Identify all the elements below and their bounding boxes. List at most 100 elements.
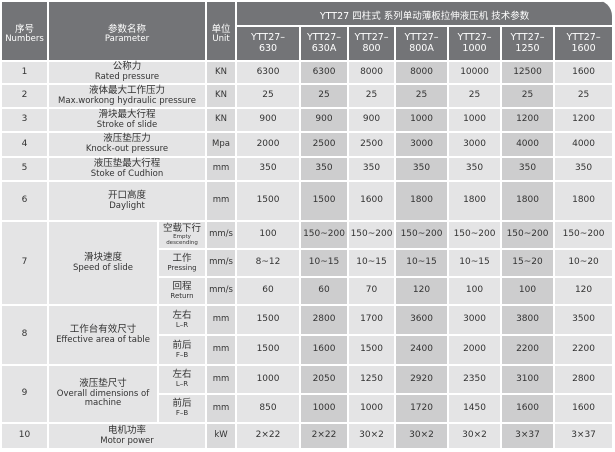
unit: KN: [205, 83, 238, 109]
table-row: 8 工作台有效尺寸 Effective area of table 左右 L–R mm 15…: [0, 304, 612, 366]
row-number: 5: [0, 156, 49, 182]
value-cell: 25: [394, 83, 450, 109]
value-cell: 100: [235, 220, 302, 250]
value-cell: 3×37: [500, 422, 556, 449]
value-cell: 350: [235, 156, 302, 182]
sub-parameter: 回程 Return: [156, 276, 208, 306]
value-cell: 1600: [299, 334, 350, 366]
value-cell: 1800: [500, 180, 556, 222]
sub-parameter: 空载下行 Empty descending: [156, 220, 208, 250]
unit: mm: [205, 304, 238, 336]
model-header: YTT27– 1250: [500, 25, 556, 62]
parameter-name: 滑块速度 Speed of slide: [47, 220, 159, 306]
table-row: 10 电机功率 Motor power kW 2×22 2×22 30×2 30×2 30×2 3…: [0, 422, 612, 449]
model-header: YTT27– 630: [235, 25, 302, 62]
value-cell: 4000: [553, 131, 612, 158]
value-cell: 3500: [553, 304, 612, 336]
header-unit: 单位 Unit: [205, 0, 238, 62]
parameter-name: 工作台有效尺寸 Effective area of table: [47, 304, 159, 366]
value-cell: 350: [347, 156, 397, 182]
model-header: YTT27– 1600: [553, 25, 612, 62]
value-cell: 2920: [394, 364, 450, 395]
value-cell: 1200: [500, 107, 556, 133]
value-cell: 1000: [394, 107, 450, 133]
value-cell: 1700: [347, 304, 397, 336]
value-cell: 10~15: [299, 248, 350, 278]
value-cell: 10~15: [394, 248, 450, 278]
value-cell: 1600: [347, 180, 397, 222]
table-row: 1 公称力 Rated pressure KN 6300 6300 8000 8000 1000…: [0, 60, 612, 85]
value-cell: 25: [347, 83, 397, 109]
row-number: 9: [0, 364, 49, 424]
unit: mm: [205, 393, 238, 424]
row-number: 10: [0, 422, 49, 449]
model-header: YTT27– 630A: [299, 25, 350, 62]
sub-parameter: 前后 F–B: [156, 334, 208, 366]
value-cell: 25: [553, 83, 612, 109]
value-cell: 1800: [447, 180, 503, 222]
value-cell: 6300: [235, 60, 302, 85]
row-number: 1: [0, 60, 49, 85]
value-cell: 2200: [553, 334, 612, 366]
value-cell: 8000: [347, 60, 397, 85]
value-cell: 3800: [500, 304, 556, 336]
sub-parameter: 前后 F–B: [156, 393, 208, 424]
value-cell: 3100: [500, 364, 556, 395]
value-cell: 900: [235, 107, 302, 133]
value-cell: 1500: [235, 304, 302, 336]
value-cell: 1200: [553, 107, 612, 133]
unit: mm/s: [205, 248, 238, 278]
table-row: 前后 F–B mm 1500 1600 1500 2400 2000 2200 2200: [1, 334, 612, 366]
value-cell: 2000: [235, 131, 302, 158]
value-cell: 350: [447, 156, 503, 182]
value-cell: 350: [394, 156, 450, 182]
value-cell: 4000: [500, 131, 556, 158]
row-number: 2: [0, 83, 49, 109]
table-row: 4 液压垫压力 Knock-out pressure Mpa 2000 2500 2500 3…: [0, 131, 612, 158]
value-cell: 150~200: [500, 220, 556, 250]
value-cell: 1500: [299, 180, 350, 222]
value-cell: 1500: [347, 334, 397, 366]
value-cell: 1600: [553, 60, 612, 85]
value-cell: 30×2: [394, 422, 450, 449]
value-cell: 1500: [235, 334, 302, 366]
value-cell: 2400: [394, 334, 450, 366]
value-cell: 10~15: [447, 248, 503, 278]
value-cell: 6300: [299, 60, 350, 85]
value-cell: 1500: [235, 180, 302, 222]
value-cell: 350: [553, 156, 612, 182]
unit: mm/s: [205, 220, 238, 250]
table-row: 前后 F–B mm 850 1000 1000 1720 1450 1600 1600: [1, 393, 612, 424]
value-cell: 30×2: [347, 422, 397, 449]
value-cell: 3000: [447, 131, 503, 158]
parameter-name: 开口高度 Daylight: [46, 180, 208, 222]
value-cell: 100: [500, 276, 556, 306]
unit: kW: [205, 422, 238, 449]
value-cell: 25: [500, 83, 556, 109]
value-cell: 2800: [553, 364, 612, 395]
value-cell: 12500: [500, 60, 556, 85]
model-header: YTT27– 1000: [447, 25, 503, 62]
value-cell: 150~200: [447, 220, 503, 250]
value-cell: 120: [553, 276, 612, 306]
value-cell: 3000: [394, 131, 450, 158]
table-row: 3 滑块最大行程 Stroke of slide KN 900 900 900 1000 100…: [0, 107, 612, 133]
unit: mm: [205, 334, 238, 366]
value-cell: 2800: [299, 304, 350, 336]
unit: Mpa: [205, 131, 238, 158]
table-row: 5 液压垫最大行程 Stoke of Cudhion mm 350 350 350 350 35…: [0, 156, 612, 182]
value-cell: 120: [394, 276, 450, 306]
value-cell: 2×22: [299, 422, 350, 449]
value-cell: 1600: [500, 393, 556, 424]
value-cell: 900: [347, 107, 397, 133]
value-cell: 150~200: [394, 220, 450, 250]
value-cell: 15~20: [500, 248, 556, 278]
value-cell: 1600: [553, 393, 612, 424]
row-number: 7: [0, 220, 49, 306]
value-cell: 900: [299, 107, 350, 133]
value-cell: 1250: [347, 364, 397, 395]
value-cell: 60: [299, 276, 350, 306]
value-cell: 2350: [447, 364, 503, 395]
